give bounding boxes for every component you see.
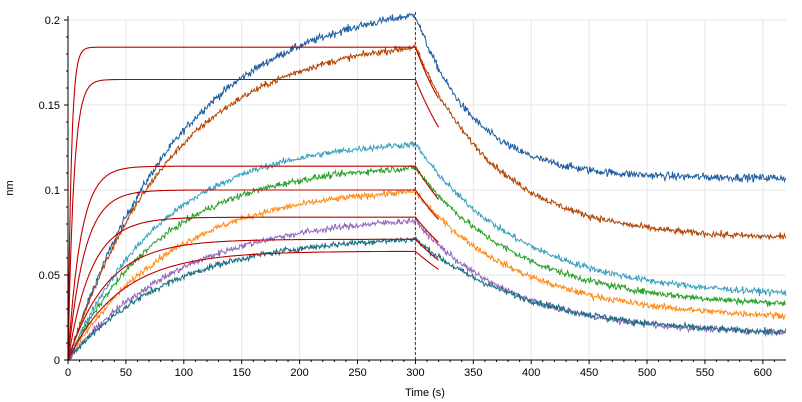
x-tick-label: 350 [464,367,482,379]
series-line-purple [68,217,787,361]
y-tick-label: 0.15 [39,100,60,112]
fit-curve-1 [67,46,440,361]
y-axis-title: nm [4,180,16,195]
x-tick-label: 250 [348,367,366,379]
fit-curve-4 [67,189,440,361]
series-line-blue [67,12,787,359]
y-tick-label: 0.1 [45,185,60,197]
series-line-brown [67,44,787,360]
x-tick-label: 500 [638,367,656,379]
fit-curve-2 [67,78,440,361]
data-series [67,12,787,362]
fit-curve-5 [67,216,439,361]
x-tick-label: 50 [120,367,132,379]
x-tick-label: 300 [406,367,424,379]
x-tick-label: 600 [754,367,772,379]
y-tick-label: 0.2 [45,15,60,27]
x-tick-label: 150 [233,367,251,379]
y-tick-label: 0 [54,355,60,367]
series-line-darkteal [67,236,787,362]
x-tick-label: 400 [522,367,540,379]
fit-curve-3 [67,165,440,361]
x-tick-label: 100 [175,367,193,379]
y-tick-label: 0.05 [39,270,60,282]
x-axis-title: Time (s) [405,387,445,399]
series-line-teal [67,141,787,360]
fit-curves [67,46,440,361]
x-tick-label: 0 [65,367,71,379]
fit-curve-6 [67,238,439,361]
fit-curve-7 [67,250,439,361]
x-tick-label: 550 [696,367,714,379]
series-line-green [67,164,786,361]
x-tick-label: 200 [290,367,308,379]
tick-labels: 0 50 100 150 200 250 300 350 400 450 500 550 600 0 0.0… [39,15,772,379]
series-line-orange [68,186,787,361]
axes [64,16,786,364]
x-tick-label: 450 [580,367,598,379]
